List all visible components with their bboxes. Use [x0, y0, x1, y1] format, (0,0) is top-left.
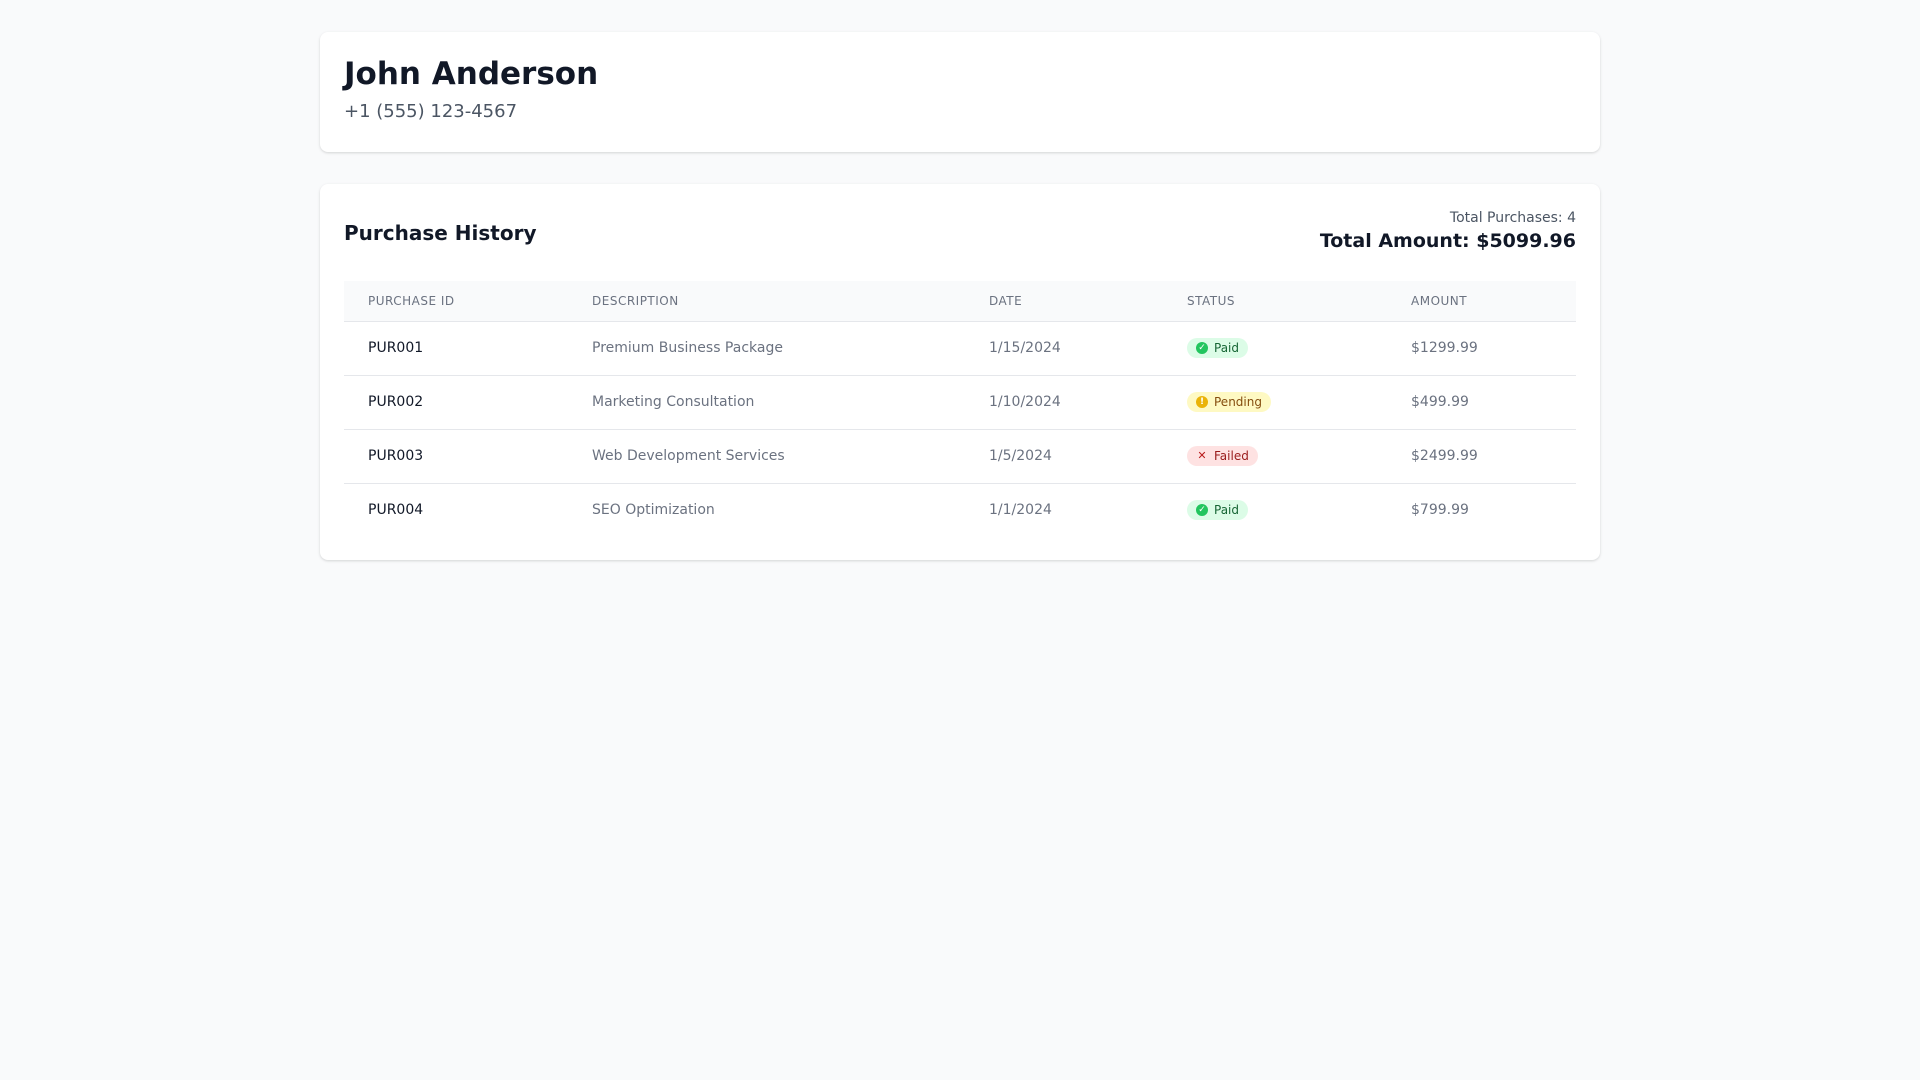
description-cell: SEO Optimization	[592, 502, 715, 519]
purchase-id-cell: PUR004	[368, 502, 424, 519]
x-icon: ✕	[1197, 449, 1207, 462]
status-cell: ✓ Paid	[1163, 321, 1387, 376]
status-label: Paid	[1214, 503, 1240, 518]
table-header-row: Purchase ID Description Date Status Amou…	[344, 281, 1576, 322]
purchase-id-cell: PUR001	[344, 321, 568, 376]
customer-profile-card: John Anderson +1 (555) 123-4567	[320, 32, 1600, 152]
table-row: PUR003 Web Development Services 1/5/2024 ✕ F…	[344, 429, 1576, 484]
purchase-totals: Total Purchases: 4 Total Amount: $5099.9…	[1320, 208, 1576, 254]
description-cell: Premium Business Package	[568, 321, 965, 376]
status-label: Failed	[1214, 449, 1249, 463]
purchase-history-title: Purchase History	[344, 221, 537, 245]
status-cell: ✓ Paid	[1163, 483, 1387, 537]
date-cell: 1/1/2024	[989, 502, 1052, 519]
check-circle-icon: ✓	[1196, 342, 1208, 354]
status-badge: ! Pending	[1187, 392, 1271, 412]
customer-name: John Anderson	[344, 56, 599, 92]
date-cell: 1/15/2024	[965, 321, 1163, 376]
check-circle-icon: ✓	[1196, 504, 1208, 517]
date-cell: 1/5/2024	[965, 429, 1163, 484]
status-cell: ! Pending	[1163, 375, 1387, 430]
purchase-id-cell: PUR003	[344, 429, 568, 484]
clock-icon: !	[1196, 396, 1208, 408]
column-header-amount: Amount	[1387, 281, 1576, 322]
amount-cell: $499.99	[1387, 375, 1576, 430]
status-badge: ✕ Failed	[1187, 446, 1258, 466]
column-header-date: Date	[965, 281, 1163, 322]
amount-cell: $799.99	[1411, 502, 1469, 519]
status-label: Pending	[1214, 395, 1262, 409]
purchase-history-header: Purchase History Total Purchases: 4 Tota…	[344, 208, 1576, 281]
total-amount: Total Amount: $5099.96	[1319, 230, 1576, 252]
column-header-purchase-id: Purchase ID	[344, 281, 568, 322]
purchase-id-cell: PUR002	[344, 375, 568, 430]
table-row: PUR002 Marketing Consultation 1/10/2024! Pe…	[344, 375, 1576, 430]
status-badge: ✓ Paid	[1187, 500, 1249, 521]
table-row: PUR001 Premium Business Package 1/15/2024 ✓…	[344, 321, 1576, 376]
status-cell: ✕ Failed	[1163, 429, 1387, 484]
purchase-table: Purchase ID Description Date Status Amou…	[344, 281, 1576, 537]
column-header-status: Status	[1163, 281, 1387, 322]
date-cell: 1/10/2024	[965, 375, 1163, 430]
total-purchases: Total Purchases: 4	[1449, 210, 1576, 226]
status-badge: ✓ Paid	[1187, 338, 1249, 358]
description-cell: Web Development Services	[568, 429, 965, 484]
page-container: John Anderson +1 (555) 123-4567 Purchase…	[320, 32, 1600, 560]
description-cell: Marketing Consultation	[568, 375, 965, 430]
table-row: PUR004 SEO Optimization 1/1/2024 ✓ Paid $799.…	[344, 483, 1576, 537]
purchase-history-card: Purchase History Total Purchases: 4 Tota…	[320, 184, 1600, 560]
customer-phone: +1 (555) 123-4567	[344, 101, 518, 122]
amount-cell: $1299.99	[1387, 321, 1576, 376]
status-label: Paid	[1214, 341, 1240, 355]
amount-cell: $2499.99	[1387, 429, 1576, 484]
column-header-description: Description	[568, 281, 965, 322]
